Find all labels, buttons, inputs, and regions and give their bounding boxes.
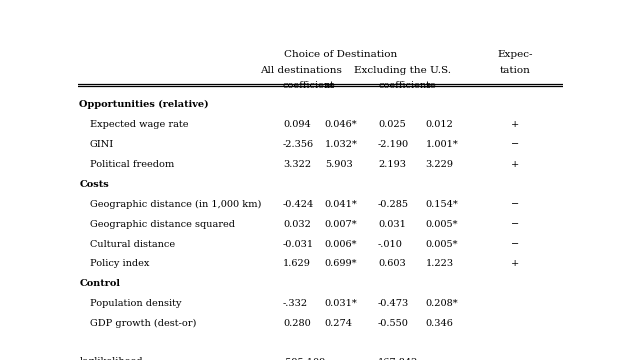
Text: -0.031: -0.031 xyxy=(283,239,314,248)
Text: 0.094: 0.094 xyxy=(283,120,310,129)
Text: Policy index: Policy index xyxy=(90,260,149,269)
Text: 0.032: 0.032 xyxy=(283,220,311,229)
Text: All destinations: All destinations xyxy=(260,66,342,75)
Text: 3.229: 3.229 xyxy=(426,160,454,169)
Text: 1.001*: 1.001* xyxy=(426,140,458,149)
Text: 0.046*: 0.046* xyxy=(325,120,357,129)
Text: 0.041*: 0.041* xyxy=(325,199,357,208)
Text: GDP growth (dest-or): GDP growth (dest-or) xyxy=(90,319,197,328)
Text: 0.012: 0.012 xyxy=(426,120,453,129)
Text: +: + xyxy=(511,160,519,169)
Text: 1.629: 1.629 xyxy=(283,260,311,269)
Text: Cultural distance: Cultural distance xyxy=(90,239,175,248)
Text: 0.025: 0.025 xyxy=(378,120,406,129)
Text: 0.031*: 0.031* xyxy=(325,300,357,309)
Text: Geographic distance squared: Geographic distance squared xyxy=(90,220,235,229)
Text: +: + xyxy=(511,260,519,269)
Text: loglikelihood: loglikelihood xyxy=(80,357,143,360)
Text: -.010: -.010 xyxy=(378,239,403,248)
Text: -.332: -.332 xyxy=(283,300,308,309)
Text: coefficient: coefficient xyxy=(378,81,430,90)
Text: 0.274: 0.274 xyxy=(325,319,352,328)
Text: −: − xyxy=(511,239,519,248)
Text: -2.190: -2.190 xyxy=(378,140,409,149)
Text: 0.208*: 0.208* xyxy=(426,300,458,309)
Text: -0.550: -0.550 xyxy=(378,319,409,328)
Text: 1.032*: 1.032* xyxy=(325,140,357,149)
Text: 0.006*: 0.006* xyxy=(325,239,357,248)
Text: -0.285: -0.285 xyxy=(378,199,409,208)
Text: Expec-: Expec- xyxy=(497,50,533,59)
Text: 5.903: 5.903 xyxy=(325,160,352,169)
Text: 167,842: 167,842 xyxy=(378,357,418,360)
Text: 0.154*: 0.154* xyxy=(426,199,458,208)
Text: −: − xyxy=(511,220,519,229)
Text: +: + xyxy=(511,120,519,129)
Text: se: se xyxy=(426,81,436,90)
Text: -0.424: -0.424 xyxy=(283,199,314,208)
Text: 0.031: 0.031 xyxy=(378,220,406,229)
Text: 0.005*: 0.005* xyxy=(426,239,458,248)
Text: 3.322: 3.322 xyxy=(283,160,311,169)
Text: Geographic distance (in 1,000 km): Geographic distance (in 1,000 km) xyxy=(90,199,261,209)
Text: se: se xyxy=(325,81,336,90)
Text: -0.473: -0.473 xyxy=(378,300,409,309)
Text: Opportunities (relative): Opportunities (relative) xyxy=(80,100,209,109)
Text: GINI: GINI xyxy=(90,140,114,149)
Text: Excluding the U.S.: Excluding the U.S. xyxy=(354,66,451,75)
Text: 0.699*: 0.699* xyxy=(325,260,357,269)
Text: Political freedom: Political freedom xyxy=(90,160,174,169)
Text: Choice of Destination: Choice of Destination xyxy=(284,50,397,59)
Text: Costs: Costs xyxy=(80,180,109,189)
Text: 0.007*: 0.007* xyxy=(325,220,357,229)
Text: 2.193: 2.193 xyxy=(378,160,406,169)
Text: tation: tation xyxy=(500,66,530,75)
Text: -595,109: -595,109 xyxy=(283,357,326,360)
Text: Expected wage rate: Expected wage rate xyxy=(90,120,188,129)
Text: Population density: Population density xyxy=(90,300,182,309)
Text: 0.346: 0.346 xyxy=(426,319,453,328)
Text: coefficient: coefficient xyxy=(283,81,335,90)
Text: 0.603: 0.603 xyxy=(378,260,406,269)
Text: 1.223: 1.223 xyxy=(426,260,454,269)
Text: −: − xyxy=(511,199,519,208)
Text: 0.005*: 0.005* xyxy=(426,220,458,229)
Text: -2.356: -2.356 xyxy=(283,140,314,149)
Text: Control: Control xyxy=(80,279,120,288)
Text: 0.280: 0.280 xyxy=(283,319,310,328)
Text: −: − xyxy=(511,140,519,149)
